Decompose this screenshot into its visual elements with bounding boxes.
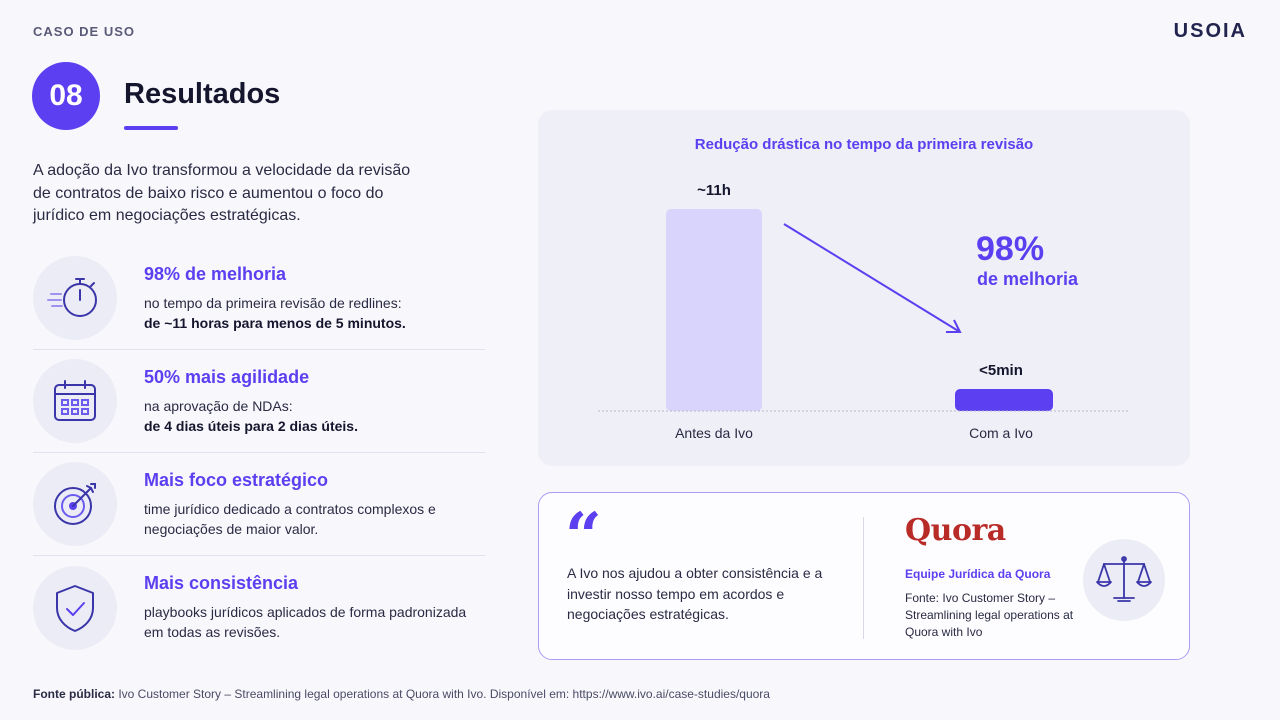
shield-check-icon — [33, 565, 117, 650]
trend-arrow — [783, 223, 961, 333]
metric-highlight: de ~11 horas para menos de 5 minutos. — [144, 314, 406, 331]
footer-label: Fonte pública: — [33, 687, 115, 701]
metric-description: na aprovação de NDAs: — [144, 397, 293, 414]
bar-value-label: <5min — [979, 362, 1023, 379]
quora-logo: Quora — [905, 513, 1006, 548]
footer-text: Ivo Customer Story – Streamlining legal … — [118, 687, 770, 701]
callout-value: 98% — [976, 230, 1044, 268]
chart-title: Redução drástica no tempo da primeira re… — [694, 136, 1034, 153]
metric-item: 98% de melhoria no tempo da primeira rev… — [33, 247, 485, 350]
metric-description: playbooks jurídicos aplicados de forma p… — [144, 604, 467, 640]
title-underline — [124, 126, 178, 130]
stopwatch-icon — [33, 256, 117, 340]
category-label: Com a Ivo — [969, 425, 1033, 441]
testimonial-author: Equipe Jurídica da Quora — [905, 567, 1051, 581]
metric-description: no tempo da primeira revisão de redlines… — [144, 294, 402, 311]
category-label: Antes da Ivo — [675, 425, 753, 441]
bar-chart: 98% de melhoria ~11h Antes da Ivo <5min Com… — [598, 182, 1130, 441]
intro-paragraph: A adoção da Ivo transformou a velocidade… — [33, 162, 411, 224]
metric-title: 98% de melhoria — [144, 263, 287, 284]
metric-item: Mais consistência playbooks jurídicos ap… — [33, 556, 485, 659]
eyebrow-label: CASO DE USO — [33, 24, 136, 39]
page-title: Resultados — [124, 78, 281, 110]
chart-bar — [666, 209, 762, 411]
trend-arrowhead — [946, 319, 962, 333]
metric-title: Mais consistência — [144, 573, 299, 593]
callout-label: de melhoria — [977, 269, 1079, 289]
scale-icon — [1083, 539, 1165, 621]
target-icon — [33, 462, 117, 546]
metric-item: Mais foco estratégico time jurídico dedi… — [33, 453, 485, 556]
metric-item: 50% mais agilidade na aprovação de NDAs:… — [33, 350, 485, 453]
footer-source: Fonte pública: Ivo Customer Story – Stre… — [33, 687, 770, 701]
metric-title: Mais foco estratégico — [144, 469, 329, 490]
testimonial-source: Fonte: Ivo Customer Story – Streamlining… — [905, 591, 1074, 639]
section-number-badge: 08 — [32, 62, 100, 130]
quote-mark-icon: “ — [565, 499, 602, 574]
metric-title: 50% mais agilidade — [144, 366, 310, 387]
metric-highlight: de 4 dias úteis para 2 dias úteis. — [144, 417, 358, 434]
calendar-icon — [33, 359, 117, 443]
testimonial-card: “ A Ivo nos ajudou a obter consistência … — [538, 492, 1190, 660]
divider — [863, 517, 864, 639]
metrics-list: 98% de melhoria no tempo da primeira rev… — [33, 247, 485, 659]
testimonial-text: A Ivo nos ajudou a obter consistência e … — [567, 565, 823, 622]
brand-logo: USOIA — [1173, 20, 1247, 42]
bar-value-label: ~11h — [697, 182, 731, 199]
chart-card: Redução drástica no tempo da primeira re… — [538, 110, 1190, 466]
metric-description: time jurídico dedicado a contratos compl… — [144, 500, 436, 537]
chart-bar — [955, 389, 1053, 411]
